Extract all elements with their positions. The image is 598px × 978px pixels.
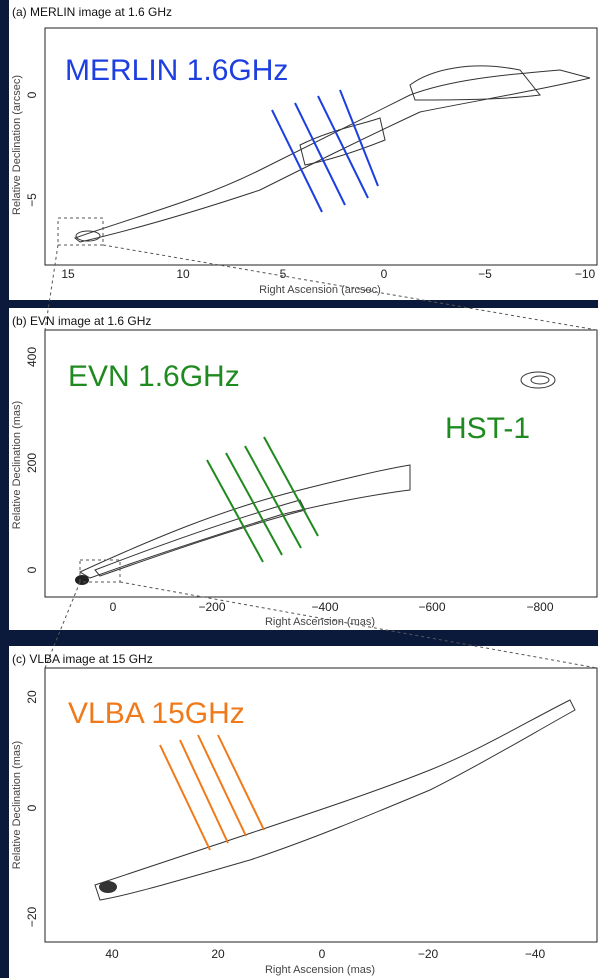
x-tick-label: −10 xyxy=(575,267,596,281)
y-tick-label: 20 xyxy=(25,690,39,704)
overlay-label: HST-1 xyxy=(445,412,530,445)
x-tick-label: −40 xyxy=(525,947,546,961)
x-tick-label: −800 xyxy=(526,600,553,614)
x-tick-label: 10 xyxy=(176,267,190,281)
panel-a xyxy=(9,0,598,300)
figure: (a) MERLIN image at 1.6 GHz Right Ascensi… xyxy=(0,0,598,978)
x-tick-label: 20 xyxy=(211,947,225,961)
overlay-label: VLBA 15GHz xyxy=(68,697,245,730)
x-tick-label: 15 xyxy=(61,267,75,281)
y-tick-label: −20 xyxy=(25,906,39,927)
x-tick-label: 0 xyxy=(381,267,388,281)
x-axis-label: Right Ascension (mas) xyxy=(265,616,375,628)
panel-title: (c) VLBA image at 15 GHz xyxy=(12,652,153,666)
overlay-label: MERLIN 1.6GHz xyxy=(65,54,288,87)
y-axis-label: Relative Declination (mas) xyxy=(11,741,23,869)
panel-title: (a) MERLIN image at 1.6 GHz xyxy=(12,5,172,19)
y-axis-label: Relative Declination (arcsec) xyxy=(11,75,23,215)
x-tick-label: 5 xyxy=(280,267,287,281)
x-tick-label: −200 xyxy=(198,600,225,614)
x-axis-label: Right Ascension (arcsec) xyxy=(259,284,381,296)
x-tick-label: −20 xyxy=(418,947,439,961)
x-tick-label: −600 xyxy=(418,600,445,614)
x-tick-label: 40 xyxy=(105,947,119,961)
y-tick-label: 0 xyxy=(25,804,39,811)
y-tick-label: −5 xyxy=(25,193,39,207)
y-tick-label: 0 xyxy=(25,566,39,573)
x-tick-label: 0 xyxy=(110,600,117,614)
x-tick-label: −5 xyxy=(478,267,492,281)
x-tick-label: 0 xyxy=(319,947,326,961)
overlay-label: EVN 1.6GHz xyxy=(68,360,240,393)
y-tick-label: 0 xyxy=(25,91,39,98)
y-axis-label: Relative Declination (mas) xyxy=(11,401,23,529)
y-tick-label: 200 xyxy=(25,453,39,473)
x-tick-label: −400 xyxy=(311,600,338,614)
panel-title: (b) EVN image at 1.6 GHz xyxy=(12,314,151,328)
y-tick-label: 400 xyxy=(25,347,39,367)
x-axis-label: Right Ascension (mas) xyxy=(265,964,375,976)
panel-c xyxy=(9,646,598,978)
